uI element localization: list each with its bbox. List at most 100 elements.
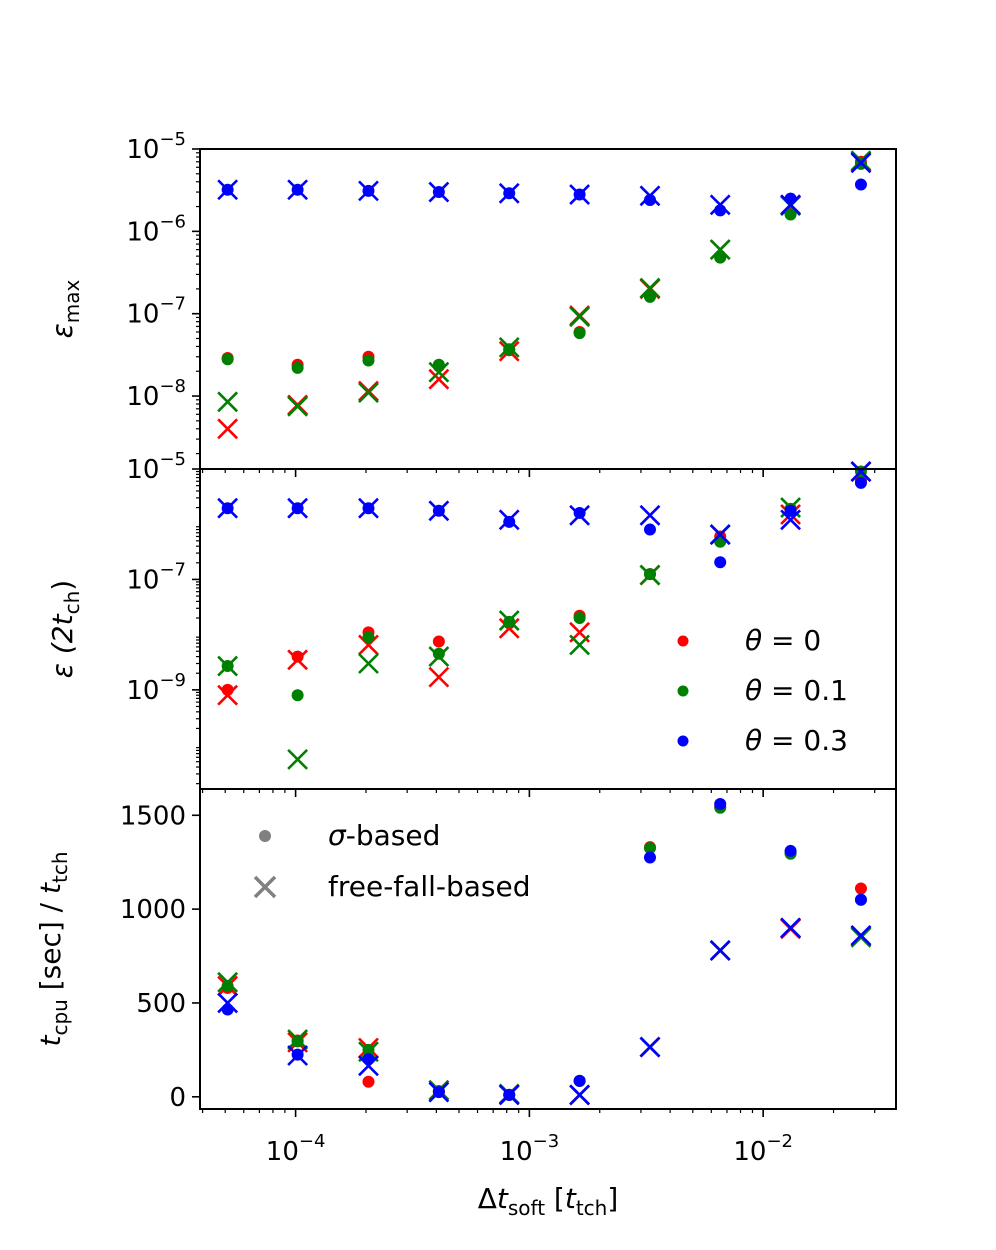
point-bottom-s3-9	[850, 926, 872, 948]
panel-middle-marks	[217, 461, 872, 770]
legend-marker-free-fall-based	[253, 875, 277, 899]
ytick-label-bottom-0: 1500	[120, 801, 186, 831]
point-bottom-s5-6	[639, 1036, 661, 1058]
legend-label-free-fall-based: free-fall-based	[328, 870, 531, 903]
ytick-label-top-0: 10−5	[126, 129, 186, 165]
point-top-s5-7	[709, 194, 731, 216]
point-top-s3-1	[287, 395, 309, 417]
point-bottom-s4-6	[643, 851, 656, 864]
point-bottom-s2-1	[291, 1035, 304, 1048]
legend-label-theta-0-1: θ = 0.1	[745, 674, 848, 707]
point-middle-s4-6	[643, 523, 656, 536]
xtick-label-0: 10−4	[266, 1131, 326, 1167]
point-top-s3-3	[428, 361, 450, 383]
point-middle-s4-7	[714, 556, 727, 569]
point-top-s2-5	[573, 327, 586, 340]
legend-label-sigma-based: σ-based	[328, 819, 440, 852]
point-middle-s3-0	[217, 655, 239, 677]
point-bottom-s3-1	[287, 1029, 309, 1050]
point-bottom-s0-2	[362, 1075, 375, 1088]
ytick-label-top-2: 10−7	[126, 294, 186, 330]
legend-label-theta-0-3: θ = 0.3	[745, 724, 848, 757]
point-middle-s3-6	[639, 564, 661, 586]
legend-marker-theta-0-3	[677, 735, 689, 747]
point-middle-s1-0	[217, 684, 239, 706]
point-bottom-s5-7	[709, 939, 731, 961]
axis-ticks: 10−5 10−6 10−7 10−8 10−5 10−7 10−9 1500 1000 500 0…	[120, 129, 876, 1167]
point-top-s5-5	[569, 184, 591, 205]
ytick-label-middle-1: 10−7	[126, 559, 186, 595]
ytick-label-bottom-3: 0	[169, 1083, 186, 1113]
point-middle-s4-9	[854, 476, 867, 489]
point-bottom-s5-3	[428, 1081, 450, 1103]
panel-middle-ylabel: ε (2tch)	[46, 580, 84, 678]
point-middle-s2-2	[362, 631, 375, 644]
point-middle-s5-6	[639, 504, 661, 526]
legend-marker-theta-0-1	[677, 685, 689, 697]
point-bottom-s5-4	[498, 1084, 520, 1106]
point-top-s5-1	[287, 179, 309, 201]
point-top-s2-8	[784, 208, 797, 221]
point-top-s5-4	[498, 182, 520, 204]
point-top-s2-1	[291, 361, 304, 374]
point-bottom-s2-2	[362, 1043, 375, 1056]
legend-theta: θ = 0 θ = 0.1 θ = 0.3	[677, 624, 848, 757]
point-middle-s4-8	[784, 504, 797, 517]
point-middle-s5-4	[498, 509, 520, 531]
ytick-label-bottom-2: 500	[136, 989, 186, 1019]
point-middle-s3-2	[358, 653, 379, 674]
point-top-s5-8	[780, 194, 802, 216]
point-top-s5-9	[850, 152, 872, 174]
point-middle-s3-4	[498, 610, 520, 631]
point-middle-s2-3	[432, 647, 445, 660]
point-bottom-s5-0	[217, 992, 239, 1014]
point-bottom-s5-1	[287, 1045, 309, 1066]
point-bottom-s5-5	[569, 1084, 591, 1106]
point-top-s5-6	[639, 185, 661, 207]
point-bottom-s2-6	[643, 842, 656, 855]
point-top-s3-6	[639, 277, 661, 299]
point-top-s2-7	[714, 251, 727, 264]
point-middle-s1-4	[498, 617, 520, 639]
point-middle-s0-1	[291, 650, 304, 663]
panel-bottom-ylabel: tcpu [sec] / ttch	[34, 851, 72, 1046]
point-bottom-s2-0	[221, 980, 234, 993]
point-top-s3-2	[358, 382, 379, 404]
legend-marker-theta-0	[677, 635, 689, 647]
x-axis-label: Δtsoft [ttch]	[478, 1182, 619, 1220]
point-middle-s4-5	[573, 506, 586, 519]
point-middle-s5-1	[287, 497, 309, 519]
ytick-label-top-3: 10−8	[126, 376, 186, 412]
xtick-label-2: 10−2	[733, 1131, 793, 1167]
point-middle-s2-1	[291, 689, 304, 702]
point-top-s3-4	[498, 336, 520, 358]
panel-top-ylabel: εmax	[46, 279, 84, 338]
point-middle-s1-1	[287, 649, 309, 671]
point-bottom-s4-7	[714, 798, 727, 811]
point-middle-s5-7	[709, 524, 731, 545]
point-middle-s1-3	[428, 666, 450, 688]
point-middle-s5-2	[358, 497, 379, 519]
point-bottom-s4-9	[854, 893, 867, 906]
point-middle-s5-5	[569, 504, 591, 526]
point-middle-s5-8	[780, 509, 802, 531]
panel-top-marks	[217, 150, 872, 440]
point-top-s3-9	[850, 150, 872, 172]
point-top-s2-4	[503, 343, 516, 356]
point-top-s4-9	[854, 178, 867, 191]
point-top-s3-5	[569, 306, 591, 328]
panel-bottom-frame	[199, 788, 897, 1110]
point-top-s2-6	[643, 290, 656, 303]
point-top-s3-0	[217, 391, 239, 413]
point-bottom-s3-0	[217, 971, 239, 993]
point-middle-s5-3	[428, 500, 450, 522]
point-bottom-s5-8	[780, 917, 802, 939]
ytick-label-top-1: 10−6	[126, 211, 186, 247]
point-middle-s3-5	[569, 634, 591, 656]
point-top-s3-7	[709, 239, 731, 261]
ytick-label-middle-0: 10−5	[126, 449, 186, 485]
ytick-label-middle-2: 10−9	[126, 670, 186, 706]
ytick-label-bottom-1: 1000	[120, 895, 186, 925]
point-bottom-s4-8	[784, 844, 797, 857]
